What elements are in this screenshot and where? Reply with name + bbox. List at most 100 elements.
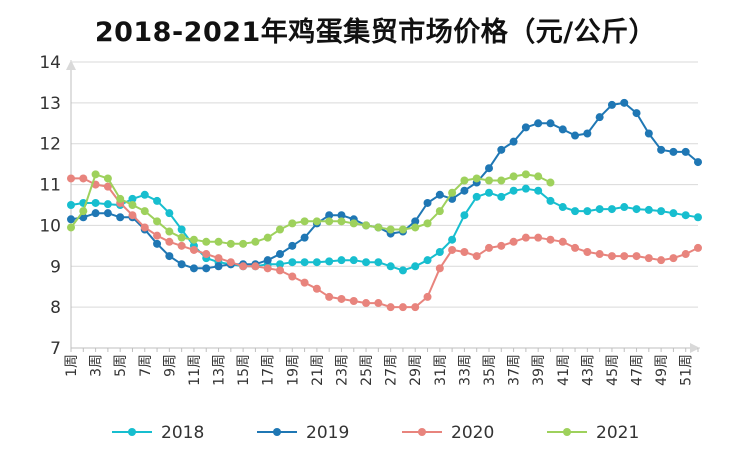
x-tick-label: 31周	[433, 354, 449, 386]
data-point	[411, 262, 420, 271]
axes: 7 8 9 10 11 12 13 14 1周 3周 5周 7周 9周 11周 13周 15周 17周 19周 21…	[39, 53, 700, 386]
data-point	[349, 256, 358, 265]
data-point	[595, 250, 604, 259]
x-tick-label: 19周	[285, 354, 301, 386]
data-point	[349, 219, 358, 228]
data-point	[288, 258, 297, 267]
data-point	[177, 260, 186, 269]
legend-item-2021: 2021	[547, 423, 639, 443]
data-point	[177, 233, 186, 242]
data-point	[288, 272, 297, 281]
data-point	[435, 264, 444, 273]
data-point	[337, 256, 346, 265]
data-point	[288, 241, 297, 250]
x-tick-label: 15周	[236, 354, 252, 386]
x-tick-label: 49周	[654, 354, 670, 386]
series-2020	[67, 174, 702, 312]
data-point	[263, 264, 272, 273]
data-point	[165, 209, 174, 218]
data-point	[694, 243, 702, 252]
data-point	[177, 241, 186, 250]
data-point	[644, 205, 653, 214]
data-point	[497, 145, 506, 154]
data-point	[337, 217, 346, 226]
data-point	[485, 176, 493, 185]
data-point	[546, 178, 555, 187]
data-point	[521, 123, 530, 132]
x-tick-label: 41周	[556, 354, 572, 386]
data-point	[374, 258, 383, 267]
data-point	[202, 250, 211, 259]
data-point	[362, 299, 371, 308]
grid-lines	[71, 61, 698, 308]
data-point	[509, 172, 518, 181]
x-tick-label: 21周	[310, 354, 326, 386]
data-point	[644, 129, 653, 138]
x-tick-label: 51周	[679, 354, 695, 386]
data-point	[325, 292, 334, 301]
x-tick-label: 11周	[187, 354, 203, 386]
data-point	[165, 237, 174, 246]
data-point	[103, 182, 112, 191]
data-point	[349, 297, 358, 306]
data-point	[251, 237, 260, 246]
data-point	[79, 174, 88, 183]
data-point	[153, 196, 162, 205]
data-point	[374, 223, 383, 232]
data-point	[534, 233, 543, 242]
y-tick-label: 14	[39, 53, 61, 73]
data-point	[239, 239, 248, 248]
data-point	[288, 219, 297, 228]
data-point	[472, 174, 481, 183]
data-point	[140, 207, 149, 216]
data-point	[583, 129, 592, 138]
data-point	[546, 196, 555, 205]
data-point	[460, 176, 469, 185]
data-point	[128, 211, 137, 220]
data-point	[202, 264, 211, 273]
x-tick-label: 37周	[507, 354, 523, 386]
data-point	[509, 237, 518, 246]
data-point	[558, 237, 567, 246]
data-point	[423, 219, 432, 228]
data-point	[595, 205, 604, 214]
data-point	[386, 225, 395, 234]
data-point	[325, 217, 334, 226]
data-point	[386, 303, 395, 312]
data-point	[276, 266, 284, 275]
data-point	[214, 254, 223, 263]
series-line-2020	[71, 177, 699, 309]
data-point	[411, 217, 420, 226]
chart-title: 2018-2021年鸡蛋集贸市场价格（元/公斤）	[94, 17, 657, 48]
y-tick-label: 12	[39, 135, 61, 155]
data-point	[423, 198, 432, 207]
data-point	[681, 147, 690, 156]
x-tick-label: 33周	[457, 354, 473, 386]
y-tick-label: 13	[39, 94, 61, 114]
data-point	[620, 203, 629, 212]
data-point	[632, 109, 641, 118]
data-point	[214, 262, 223, 271]
data-point	[276, 225, 284, 234]
data-point	[497, 192, 506, 201]
data-point	[103, 209, 112, 218]
data-point	[485, 188, 493, 197]
data-point	[398, 225, 407, 234]
data-point	[534, 119, 543, 128]
data-point	[325, 257, 334, 266]
data-point	[226, 258, 235, 267]
x-tick-label: 23周	[334, 354, 350, 386]
data-point	[312, 217, 321, 226]
x-tick-label: 25周	[359, 354, 375, 386]
data-point	[669, 147, 678, 156]
data-point	[128, 201, 137, 209]
data-point	[189, 245, 198, 254]
data-point	[337, 211, 346, 220]
data-point	[103, 200, 112, 209]
data-point	[497, 176, 506, 185]
data-point	[669, 209, 678, 218]
x-tick-label: 3周	[89, 354, 105, 377]
legend-swatch-marker	[418, 428, 426, 436]
data-point	[165, 227, 174, 236]
data-point	[362, 221, 371, 230]
